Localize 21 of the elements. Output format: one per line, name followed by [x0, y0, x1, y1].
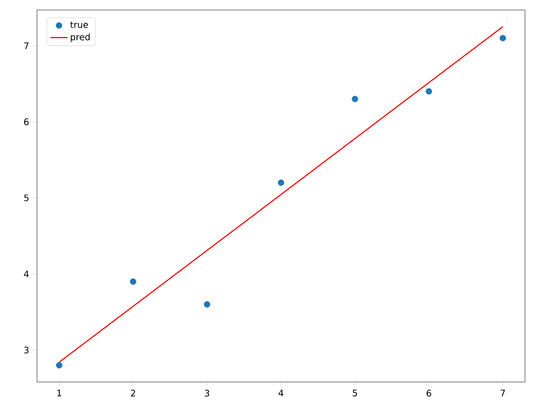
y-tick-label: 3: [24, 346, 29, 354]
legend-label: true: [70, 22, 88, 28]
x-tick-label: 7: [500, 390, 505, 396]
y-tick-label: 5: [24, 194, 28, 202]
point: [352, 96, 358, 102]
point: [426, 88, 432, 95]
x-tick-label: 4: [278, 390, 284, 396]
x-tick-label: 2: [130, 390, 136, 396]
point: [500, 34, 506, 42]
y-tick-label: 7: [24, 42, 28, 50]
x-tick-label: 1: [57, 390, 62, 396]
y-tick-label: 6: [24, 118, 29, 126]
point: [130, 278, 136, 285]
y-tick-label: 4: [24, 270, 29, 278]
x-tick-label: 3: [204, 390, 210, 397]
point: [204, 301, 210, 308]
point: [278, 179, 284, 186]
x-tick-label: 6: [426, 390, 432, 397]
point: [56, 362, 62, 368]
legend-label: pred: [70, 33, 90, 42]
x-tick-label: 5: [352, 390, 358, 396]
